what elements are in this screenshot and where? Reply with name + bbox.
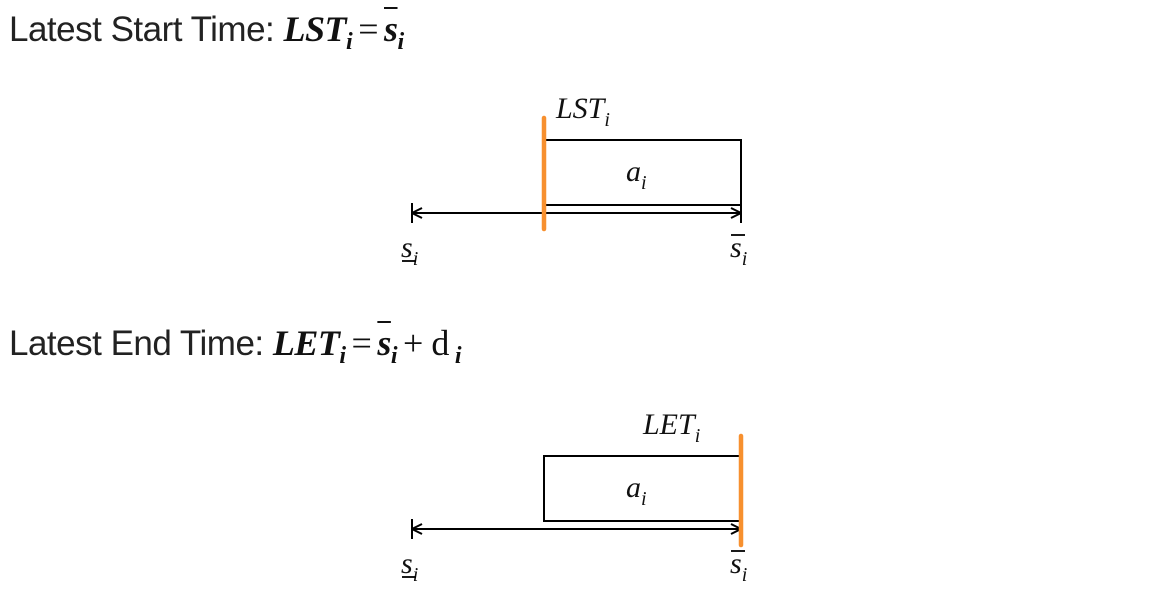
activity-label: ai <box>626 471 647 510</box>
lst-formula: LSTi = si <box>283 9 405 55</box>
heading-latest-start-time: Latest Start Time: LSTi = si <box>9 8 405 55</box>
lst-marker-label: LSTi <box>555 92 610 131</box>
heading-label: Latest End Time: <box>9 324 273 363</box>
earliest-start-label: si <box>401 231 418 270</box>
let-marker-label: LETi <box>642 408 700 447</box>
activity-label: ai <box>626 155 647 194</box>
lst-diagram: LSTi ai si si <box>401 92 747 270</box>
let-diagram: LETi ai si si <box>401 408 747 586</box>
heading-label: Latest Start Time: <box>9 10 284 49</box>
latest-start-label: si <box>730 231 747 270</box>
latest-start-label: si <box>730 547 747 586</box>
earliest-start-label: si <box>401 547 418 586</box>
